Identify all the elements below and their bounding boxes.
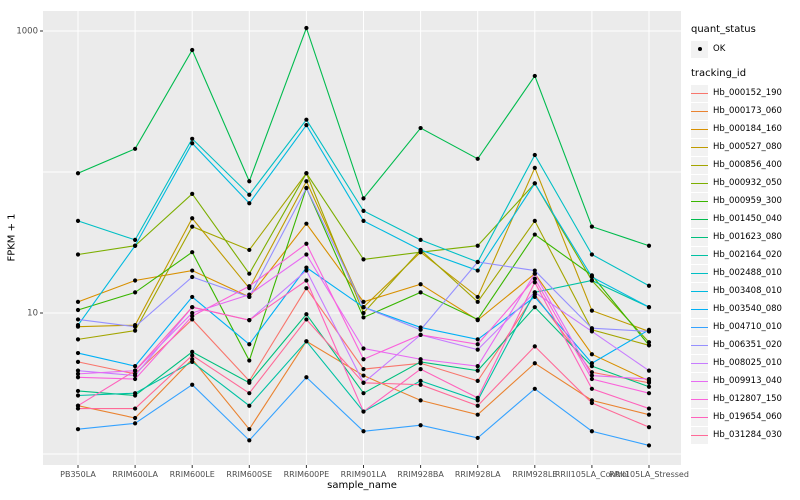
legend-item-label: Hb_001450_040: [713, 214, 782, 224]
legend-item-Hb_002488_010: Hb_002488_010: [691, 264, 799, 282]
legend-item-label: Hb_000959_300: [713, 196, 782, 206]
legend-item-Hb_000173_060: Hb_000173_060: [691, 102, 799, 120]
legend-item-label: Hb_000527_080: [713, 142, 782, 152]
legend-item-Hb_003540_080: Hb_003540_080: [691, 300, 799, 318]
legend-key-line-icon: [691, 354, 708, 372]
x-tick-label: RRIM600PE: [284, 470, 330, 479]
legend-item-Hb_000856_400: Hb_000856_400: [691, 156, 799, 174]
legend-quant-status-title: quant_status: [691, 24, 756, 35]
legend-tracking-items: Hb_000152_190 Hb_000173_060 Hb_000184_160 H…: [691, 84, 799, 444]
legend-item-label: Hb_000856_400: [713, 160, 782, 170]
x-tick-label: RRIM928LE: [512, 470, 557, 479]
legend-item-Hb_000152_190: Hb_000152_190: [691, 84, 799, 102]
x-tick-label: RRIM928LA: [455, 470, 501, 479]
legend-item-ok: OK: [691, 40, 799, 58]
x-tick-label: RRII105LA_Control: [555, 470, 629, 479]
legend-item-label: Hb_003408_010: [713, 286, 782, 296]
legend-item-label: Hb_031284_030: [713, 430, 782, 440]
legend-key-line-icon: [691, 174, 708, 192]
legend-key-line-icon: [691, 300, 708, 318]
legend-item-label: Hb_009913_040: [713, 376, 782, 386]
legend-item-label: Hb_000173_060: [713, 106, 782, 116]
legend-item-Hb_004710_010: Hb_004710_010: [691, 318, 799, 336]
legend-key-line-icon: [691, 156, 708, 174]
legend-item-Hb_000527_080: Hb_000527_080: [691, 138, 799, 156]
y-tick-label: 1000: [16, 27, 38, 37]
legend-key-line-icon: [691, 336, 708, 354]
legend-tracking-id-title: tracking_id: [691, 68, 747, 79]
legend-item-Hb_012807_150: Hb_012807_150: [691, 390, 799, 408]
legend-item-Hb_000959_300: Hb_000959_300: [691, 192, 799, 210]
legend-key-line-icon: [691, 390, 708, 408]
legend-key-line-icon: [691, 192, 708, 210]
legend-item-Hb_019654_060: Hb_019654_060: [691, 408, 799, 426]
legend-item-label: Hb_000932_050: [713, 178, 782, 188]
x-tick-label: RRIM600SE: [226, 470, 272, 479]
legend-item-Hb_000184_160: Hb_000184_160: [691, 120, 799, 138]
legend-key-line-icon: [691, 120, 708, 138]
legend-item-label: Hb_008025_010: [713, 358, 782, 368]
legend-item-Hb_001623_080: Hb_001623_080: [691, 228, 799, 246]
x-tick-label: RRIM600LE: [170, 470, 215, 479]
legend-item-Hb_003408_010: Hb_003408_010: [691, 282, 799, 300]
legend-item-Hb_008025_010: Hb_008025_010: [691, 354, 799, 372]
legend-item-label: Hb_004710_010: [713, 322, 782, 332]
legend-key-line-icon: [691, 426, 708, 444]
legend-item-label: Hb_001623_080: [713, 232, 782, 242]
legend: quant_status OK tracking_id Hb_000152_19…: [691, 24, 799, 454]
legend-item-label: Hb_002164_020: [713, 250, 782, 260]
legend-item-Hb_000932_050: Hb_000932_050: [691, 174, 799, 192]
legend-key-line-icon: [691, 84, 708, 102]
y-axis-title: FPKM + 1: [6, 213, 18, 262]
legend-key-line-icon: [691, 282, 708, 300]
legend-item-label: Hb_019654_060: [713, 412, 782, 422]
y-tick-label: 10: [27, 309, 38, 319]
legend-key-line-icon: [691, 318, 708, 336]
legend-quant-status: quant_status OK: [691, 24, 799, 58]
legend-item-label: Hb_002488_010: [713, 268, 782, 278]
legend-item-label: Hb_006351_020: [713, 340, 782, 350]
x-tick-label: RRII105LA_Stressed: [609, 470, 689, 479]
legend-item-label: Hb_000152_190: [713, 88, 782, 98]
legend-item-Hb_006351_020: Hb_006351_020: [691, 336, 799, 354]
legend-item-label: Hb_003540_080: [713, 304, 782, 314]
legend-key-line-icon: [691, 372, 708, 390]
legend-item-label: Hb_012807_150: [713, 394, 782, 404]
legend-item-Hb_009913_040: Hb_009913_040: [691, 372, 799, 390]
legend-key-line-icon: [691, 408, 708, 426]
x-tick-label: RRIM901LA: [341, 470, 387, 479]
plot-svg: 1000 10 PB350LA RRIM600LA RRIM600LE RRIM600SE…: [16, 11, 689, 479]
legend-item-Hb_031284_030: Hb_031284_030: [691, 426, 799, 444]
legend-key-line-icon: [691, 138, 708, 156]
legend-key-line-icon: [691, 210, 708, 228]
x-tick-label: RRIM600LA: [112, 470, 158, 479]
ok-point-icon: [691, 40, 708, 58]
legend-key-line-icon: [691, 246, 708, 264]
legend-key-line-icon: [691, 228, 708, 246]
x-axis-title: sample_name: [327, 480, 397, 491]
legend-item-label: Hb_000184_160: [713, 124, 782, 134]
legend-tracking-id: tracking_id Hb_000152_190 Hb_000173_060 Hb…: [691, 68, 799, 444]
legend-key-line-icon: [691, 102, 708, 120]
legend-item-Hb_001450_040: Hb_001450_040: [691, 210, 799, 228]
legend-item-ok-label: OK: [713, 44, 726, 54]
legend-item-Hb_002164_020: Hb_002164_020: [691, 246, 799, 264]
x-tick-label: PB350LA: [60, 470, 96, 479]
x-tick-label: RRIM928BA: [397, 470, 444, 479]
legend-key-line-icon: [691, 264, 708, 282]
